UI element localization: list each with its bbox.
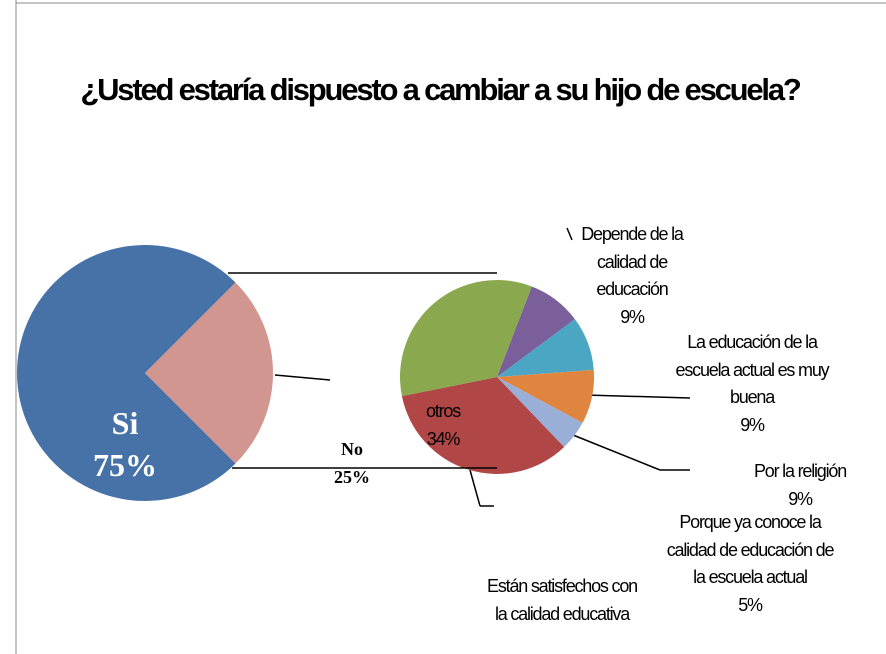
label-name: Están satisfechos con la calidad educati…: [487, 576, 638, 624]
label-value: 9%: [740, 414, 765, 435]
data-label: Por la religión 9%: [725, 458, 875, 513]
data-label: otros 34%: [403, 398, 483, 453]
pie-slice: [17, 244, 236, 501]
label-name: Por la religión: [753, 461, 847, 481]
pie-slice: [497, 286, 575, 377]
data-label: Depende de la calidad de educación 9%: [562, 221, 702, 331]
label-name: No: [341, 439, 363, 459]
label-name: Porque ya conoce la calidad de educación…: [666, 512, 835, 587]
leader-line: [469, 469, 481, 507]
label-value: 9%: [620, 306, 645, 327]
label-value: 5%: [738, 594, 763, 615]
label-value: 9%: [788, 488, 813, 509]
pie-slice: [497, 319, 594, 377]
pie-slice: [400, 279, 532, 397]
pie-slice: [497, 377, 583, 448]
label-name: Depende de la calidad de educación: [581, 224, 684, 299]
label-name: otros: [425, 401, 461, 421]
label-value: 75%: [93, 447, 157, 483]
label-name: Si: [111, 405, 139, 441]
pie-slice: [401, 377, 565, 474]
pie-slice: [497, 369, 594, 423]
leader-line: [274, 374, 331, 381]
label-value: 34%: [426, 428, 461, 449]
chart-title: ¿Usted estaría dispuesto a cambiar a su …: [80, 72, 801, 107]
data-label: Si 75%: [65, 402, 185, 486]
leader-line: [572, 434, 661, 471]
pie-slice: [145, 282, 273, 464]
leader-line: [566, 227, 573, 241]
label-value: 25%: [334, 466, 370, 487]
data-label: Porque ya conoce la calidad de educación…: [660, 509, 840, 619]
data-label: La educación de la escuela actual es muy…: [667, 329, 837, 439]
label-name: La educación de la escuela actual es muy…: [675, 332, 830, 407]
data-label: Están satisfechos con la calidad educati…: [487, 573, 638, 628]
leader-line: [584, 394, 691, 399]
data-label: No 25%: [312, 436, 392, 491]
